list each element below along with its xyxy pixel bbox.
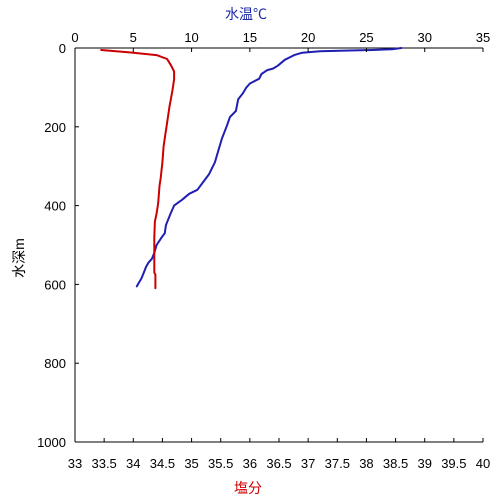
temperature-profile-line (135, 47, 403, 288)
left-tick-label: 0 (59, 41, 66, 56)
bottom-tick-label: 37.5 (325, 456, 350, 471)
top-tick-label: 5 (130, 30, 137, 45)
left-tick-label: 800 (44, 356, 66, 371)
bottom-tick-label: 36 (243, 456, 257, 471)
top-tick-label: 0 (71, 30, 78, 45)
top-tick-label: 20 (301, 30, 315, 45)
top-tick-label: 35 (476, 30, 490, 45)
bottom-tick-label: 39.5 (441, 456, 466, 471)
top-tick-label: 30 (417, 30, 431, 45)
bottom-tick-label: 34 (126, 456, 140, 471)
bottom-tick-label: 35 (184, 456, 198, 471)
bottom-tick-label: 38.5 (383, 456, 408, 471)
bottom-tick-label: 33.5 (91, 456, 116, 471)
bottom-tick-label: 33 (68, 456, 82, 471)
bottom-tick-label: 38 (359, 456, 373, 471)
bottom-axis-title: 塩分 (234, 480, 262, 496)
left-tick-label: 1000 (37, 435, 66, 450)
left-tick-label: 400 (44, 199, 66, 214)
left-tick-label: 200 (44, 120, 66, 135)
top-tick-label: 25 (359, 30, 373, 45)
bottom-tick-label: 36.5 (266, 456, 291, 471)
bottom-tick-label: 34.5 (150, 456, 175, 471)
top-tick-label: 15 (243, 30, 257, 45)
salinity-profile-line (100, 49, 176, 290)
bottom-tick-label: 40 (476, 456, 490, 471)
left-tick-label: 600 (44, 277, 66, 292)
bottom-tick-label: 39 (417, 456, 431, 471)
top-axis-title: 水温℃ (225, 6, 267, 22)
bottom-tick-label: 37 (301, 456, 315, 471)
left-axis-title: 水深m (11, 238, 27, 278)
bottom-tick-label: 35.5 (208, 456, 233, 471)
top-tick-label: 10 (184, 30, 198, 45)
